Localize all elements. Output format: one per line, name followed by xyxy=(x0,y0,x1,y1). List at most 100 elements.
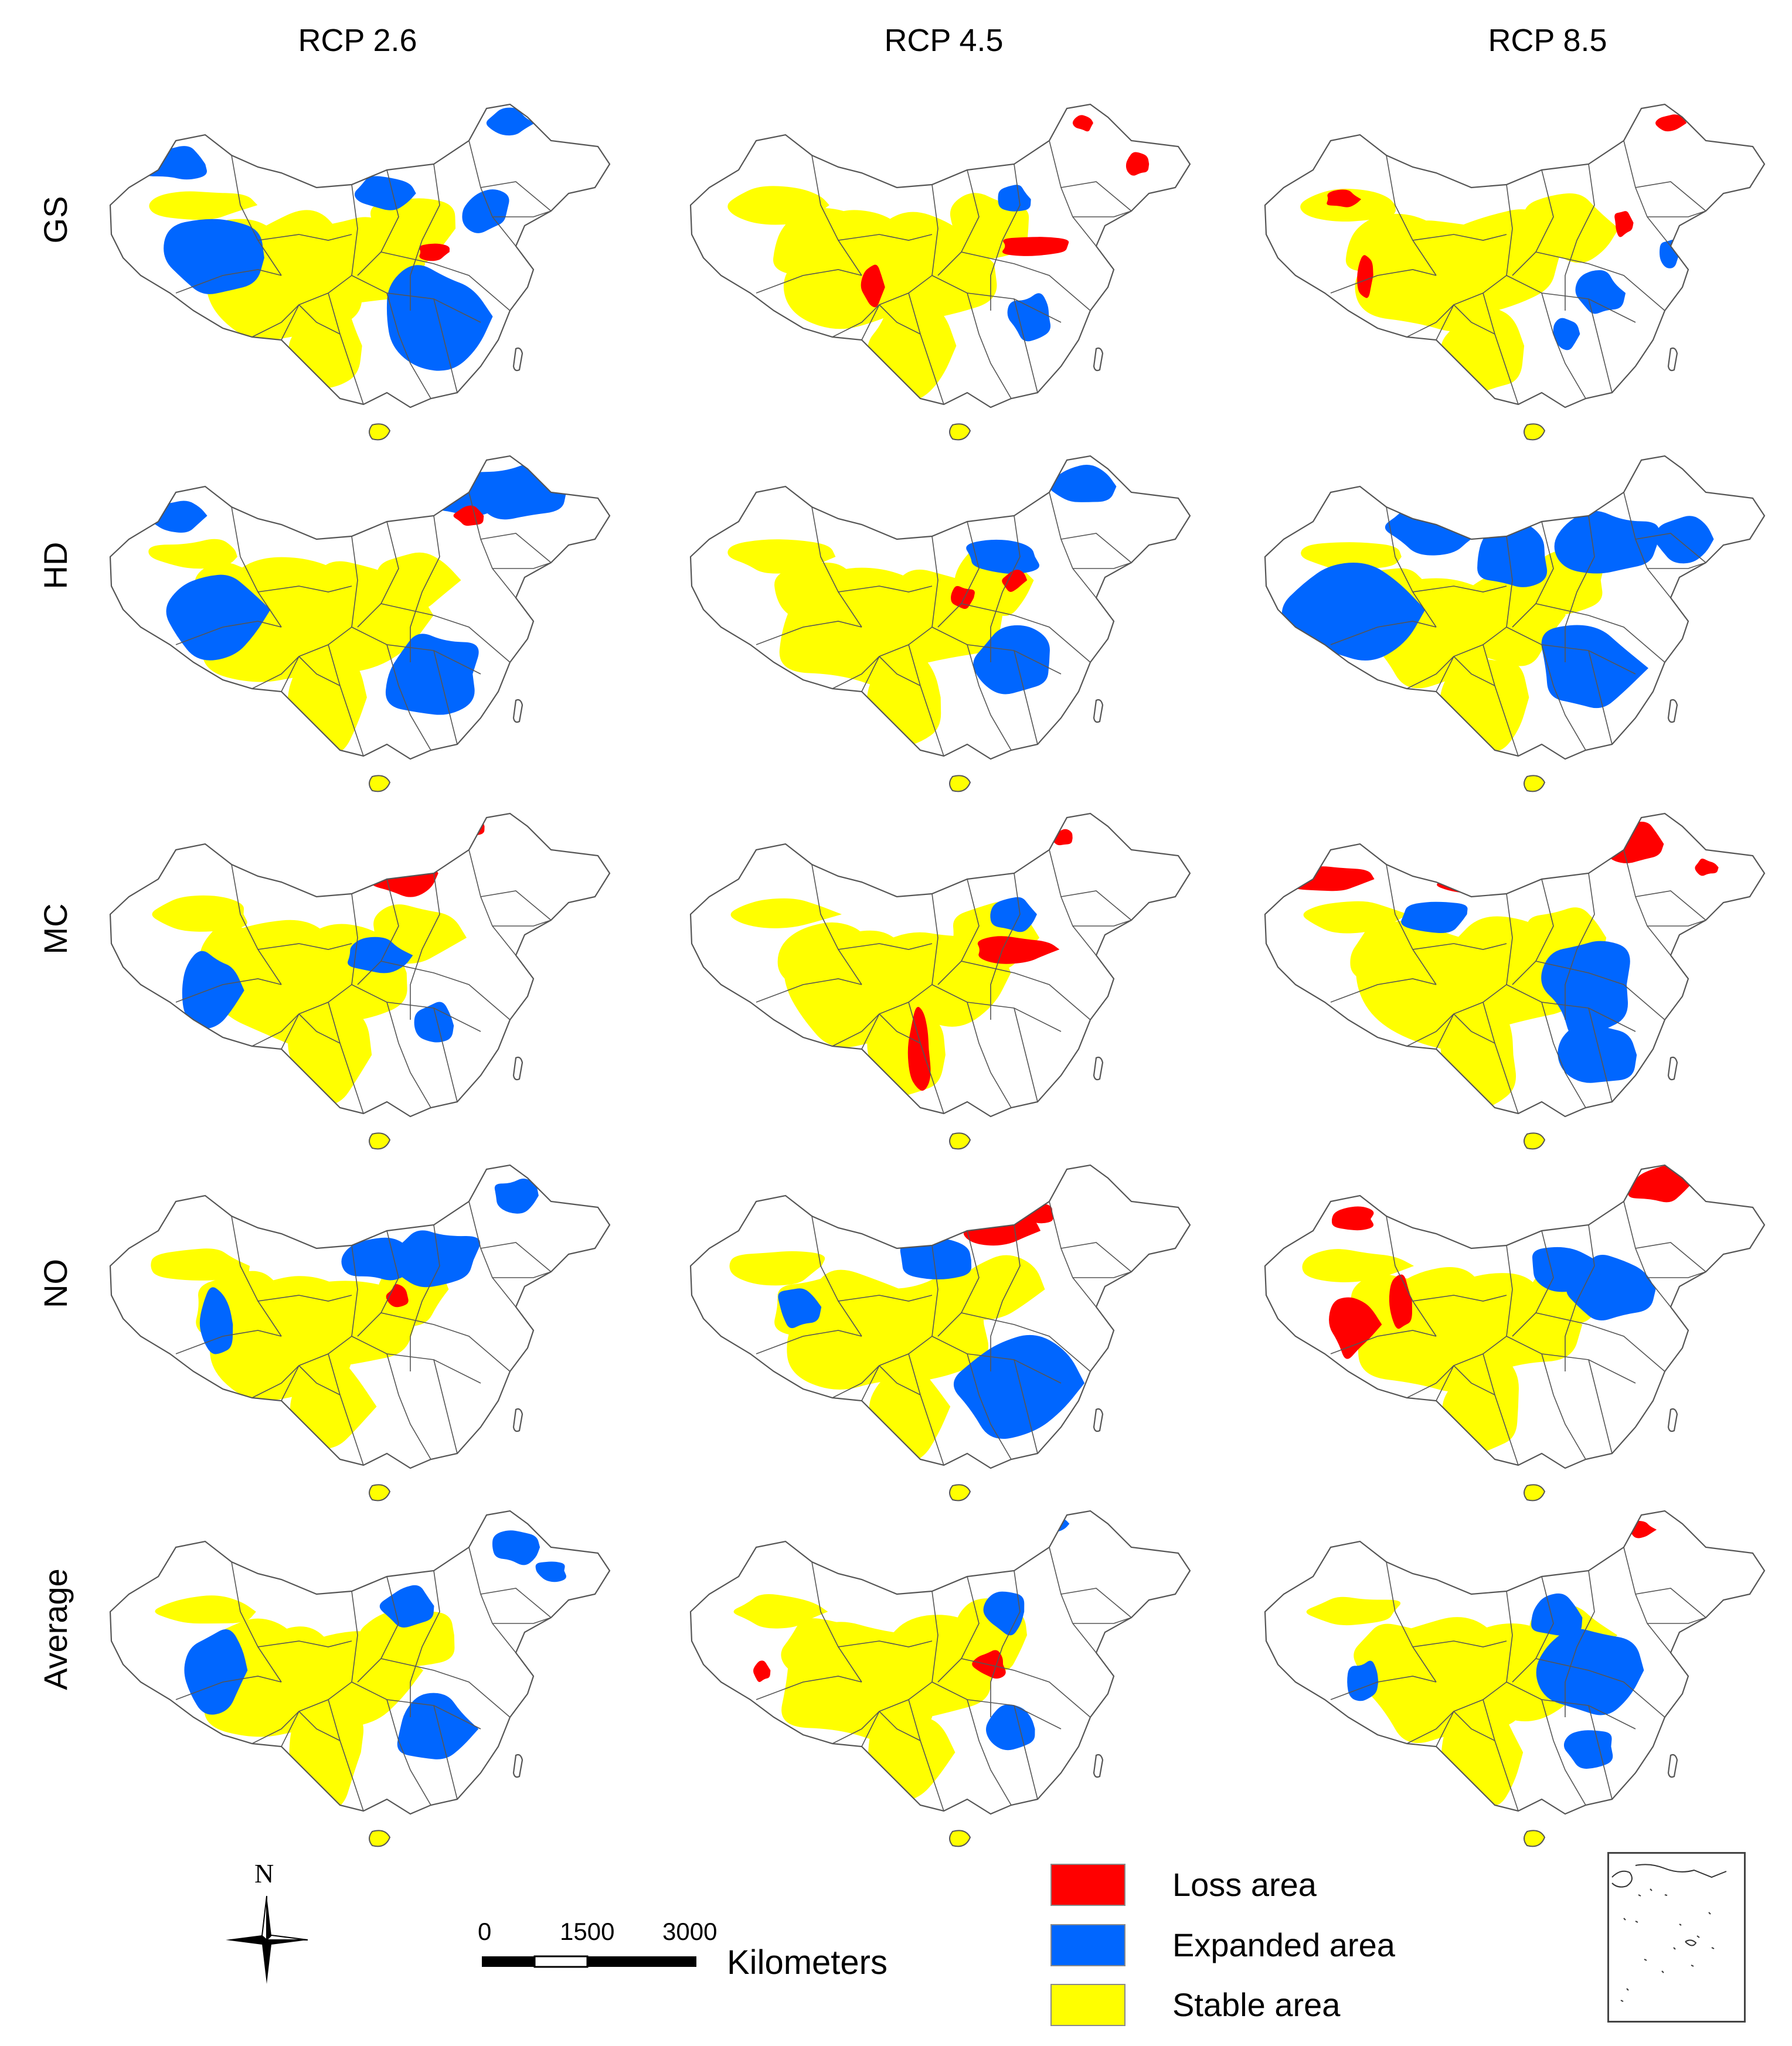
stable-area-patch xyxy=(149,191,258,220)
province-boundary xyxy=(879,656,921,686)
province-boundary xyxy=(967,644,1012,751)
row-header-no: NO xyxy=(37,1259,74,1308)
province-boundary xyxy=(1482,1002,1519,1114)
province-boundary xyxy=(861,184,938,341)
hainan-island xyxy=(369,1132,391,1150)
province-boundary xyxy=(433,1007,458,1102)
taiwan-outline xyxy=(1667,699,1678,723)
province-boundary xyxy=(967,292,1012,399)
taiwan-outline xyxy=(512,1408,523,1432)
province-boundary xyxy=(1635,1588,1706,1618)
stable-area-patch xyxy=(868,1701,955,1802)
province-boundary xyxy=(1535,1658,1665,1718)
province-boundary xyxy=(1060,533,1132,563)
province-boundary xyxy=(1482,644,1519,757)
map-panel-gs-rcp85 xyxy=(1260,100,1788,463)
province-boundary xyxy=(380,961,511,1020)
expanded-area-patch xyxy=(1563,1730,1613,1769)
country-outline xyxy=(1264,103,1766,408)
province-boundary xyxy=(1535,1312,1665,1372)
stable-area-patch xyxy=(1350,919,1453,985)
north-label: N xyxy=(254,1858,274,1888)
province-boundary xyxy=(1623,140,1671,247)
expanded-area-patch xyxy=(164,219,264,294)
hainan-island xyxy=(949,423,971,441)
province-boundary xyxy=(1412,1295,1507,1302)
loss-area-patch xyxy=(1695,859,1719,876)
row-header-gs: GS xyxy=(37,196,74,244)
loss-area-patch xyxy=(1437,873,1501,896)
province-boundary xyxy=(281,1591,358,1747)
taiwan-outline xyxy=(1093,1754,1104,1778)
province-boundary xyxy=(1647,210,1706,217)
province-boundary xyxy=(480,181,552,212)
province-boundary xyxy=(1412,943,1507,950)
province-boundary xyxy=(879,1013,921,1044)
scale-tick-3000: 3000 xyxy=(662,1918,718,1945)
loss-area-patch xyxy=(1655,114,1687,132)
province-boundary xyxy=(931,1336,1062,1384)
expanded-area-patch xyxy=(1558,1023,1637,1083)
hainan-island xyxy=(1524,423,1546,441)
province-boundary xyxy=(1049,1201,1097,1308)
province-boundary xyxy=(990,873,1021,1020)
province-boundary xyxy=(1436,536,1513,692)
province-boundary xyxy=(1506,1681,1636,1730)
legend-label-loss: Loss area xyxy=(1172,1866,1317,1903)
province-boundary xyxy=(328,644,364,757)
province-boundary xyxy=(811,506,862,628)
province-boundary xyxy=(257,585,352,593)
province-boundary xyxy=(1565,515,1595,662)
loss-area-patch xyxy=(1072,115,1093,132)
province-boundary xyxy=(351,1681,481,1730)
loss-area-patch xyxy=(1125,152,1150,176)
expanded-area-patch xyxy=(1385,498,1490,556)
province-boundary xyxy=(1049,849,1097,956)
province-boundary xyxy=(990,164,1021,311)
legend-swatch-stable xyxy=(1050,1984,1125,2026)
province-boundary xyxy=(1386,1216,1437,1337)
province-boundary xyxy=(838,943,933,950)
loss-area-patch xyxy=(951,585,975,610)
province-boundary xyxy=(433,1359,458,1454)
province-boundary xyxy=(1588,1007,1613,1102)
province-boundary xyxy=(1330,269,1437,294)
china-map xyxy=(1264,1164,1766,1502)
province-boundary xyxy=(1588,298,1613,393)
province-boundary xyxy=(175,621,282,645)
province-boundary xyxy=(931,627,1062,675)
china-map xyxy=(689,812,1191,1150)
province-boundary xyxy=(1406,304,1454,338)
province-boundary xyxy=(298,1711,341,1741)
province-boundary xyxy=(231,1216,282,1337)
expanded-area-patch xyxy=(184,1629,248,1715)
legend-label-expanded: Expanded area xyxy=(1172,1926,1395,1963)
province-boundary xyxy=(1512,169,1554,276)
province-boundary xyxy=(281,1245,358,1401)
hainan-island xyxy=(949,1132,971,1150)
province-boundary xyxy=(175,1676,282,1700)
stable-area-patch xyxy=(1306,1596,1401,1626)
province-boundary xyxy=(231,1561,282,1683)
expanded-area-patch xyxy=(1531,1593,1583,1636)
province-boundary xyxy=(811,864,862,985)
province-boundary xyxy=(1073,1617,1132,1624)
province-boundary xyxy=(1535,251,1665,311)
province-boundary xyxy=(1635,181,1706,212)
province-boundary xyxy=(1588,650,1613,745)
inset-map xyxy=(1607,1852,1746,2023)
country-outline xyxy=(109,103,611,408)
province-boundary xyxy=(357,1230,399,1337)
province-boundary xyxy=(298,304,341,335)
province-boundary xyxy=(410,1570,440,1717)
province-boundary xyxy=(281,184,358,341)
expanded-area-patch xyxy=(986,1704,1035,1751)
loss-area-patch xyxy=(451,815,485,839)
province-boundary xyxy=(328,1699,364,1812)
province-boundary xyxy=(468,849,516,956)
province-boundary xyxy=(1049,140,1097,247)
province-boundary xyxy=(961,251,1091,311)
province-boundary xyxy=(832,304,880,338)
hainan-island xyxy=(369,775,391,792)
loss-area-patch xyxy=(907,1007,931,1091)
